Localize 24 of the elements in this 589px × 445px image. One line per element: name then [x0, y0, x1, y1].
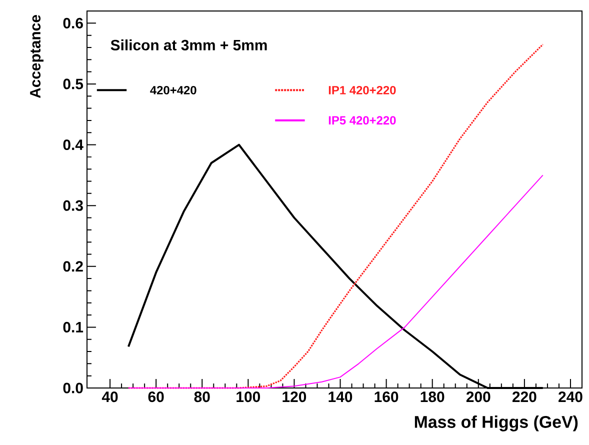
x-tick-label: 180: [420, 392, 444, 402]
x-tick-label: 100: [236, 392, 260, 402]
legend-label: IP1 420+220: [328, 86, 396, 94]
legend-label: 420+420: [150, 86, 196, 94]
y-tick-label: 0.3: [63, 200, 83, 211]
y-axis-title: Acceptance: [30, 15, 44, 98]
x-tick-label: 220: [512, 392, 536, 402]
y-tick-label: 0.5: [63, 78, 84, 90]
x-axis-title: Mass of Higgs (GeV): [414, 416, 578, 432]
x-tick-label: 40: [102, 392, 118, 402]
legend-title: Silicon at 3mm + 5mm: [110, 39, 267, 50]
y-tick-label: 0.1: [63, 322, 84, 332]
x-tick-label: 80: [194, 392, 210, 402]
y-tick-label: 0.2: [63, 261, 83, 272]
y-tick-label: 0.4: [63, 139, 84, 150]
y-tick-label: 0.6: [63, 18, 83, 28]
legend-label: IP5 420+220: [328, 116, 396, 125]
x-tick-label: 60: [148, 392, 164, 402]
x-tick-label: 160: [374, 392, 398, 402]
y-tick-label: 0.0: [63, 382, 83, 394]
x-tick-label: 200: [466, 392, 490, 402]
x-tick-label: 120: [282, 392, 306, 402]
x-tick-label: 240: [558, 392, 582, 402]
x-tick-label: 140: [328, 392, 352, 402]
